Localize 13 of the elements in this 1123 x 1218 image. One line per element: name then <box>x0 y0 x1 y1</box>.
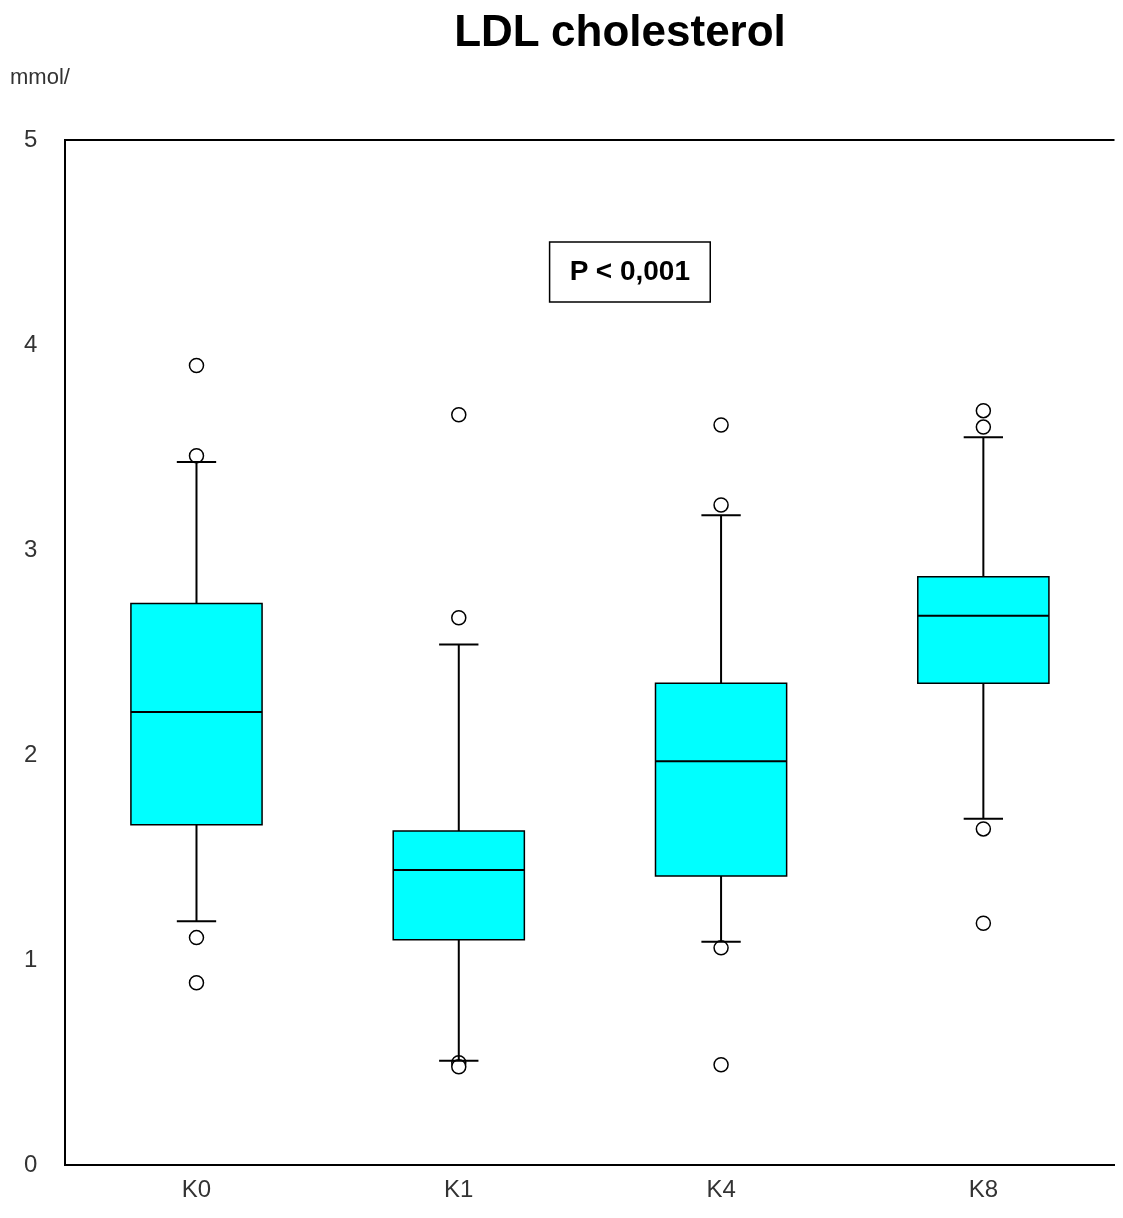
y-tick-label: 3 <box>23 534 38 562</box>
y-tick-label: 1 <box>23 944 38 972</box>
x-tick-label: K1 <box>444 1175 474 1203</box>
y-tick-label: 2 <box>23 739 38 767</box>
chart-title: LDL cholesterol <box>453 6 787 56</box>
y-tick-label: 5 <box>23 124 38 152</box>
y-axis-title: mmol/ <box>10 64 70 90</box>
x-tick-label: K8 <box>968 1175 999 1203</box>
x-tick-label: K4 <box>706 1175 736 1203</box>
x-tick-label: K0 <box>181 1175 212 1203</box>
annotation: P < 0,001 <box>569 254 690 286</box>
y-tick-label: 4 <box>23 329 38 357</box>
y-tick-label: 0 <box>23 1149 38 1177</box>
